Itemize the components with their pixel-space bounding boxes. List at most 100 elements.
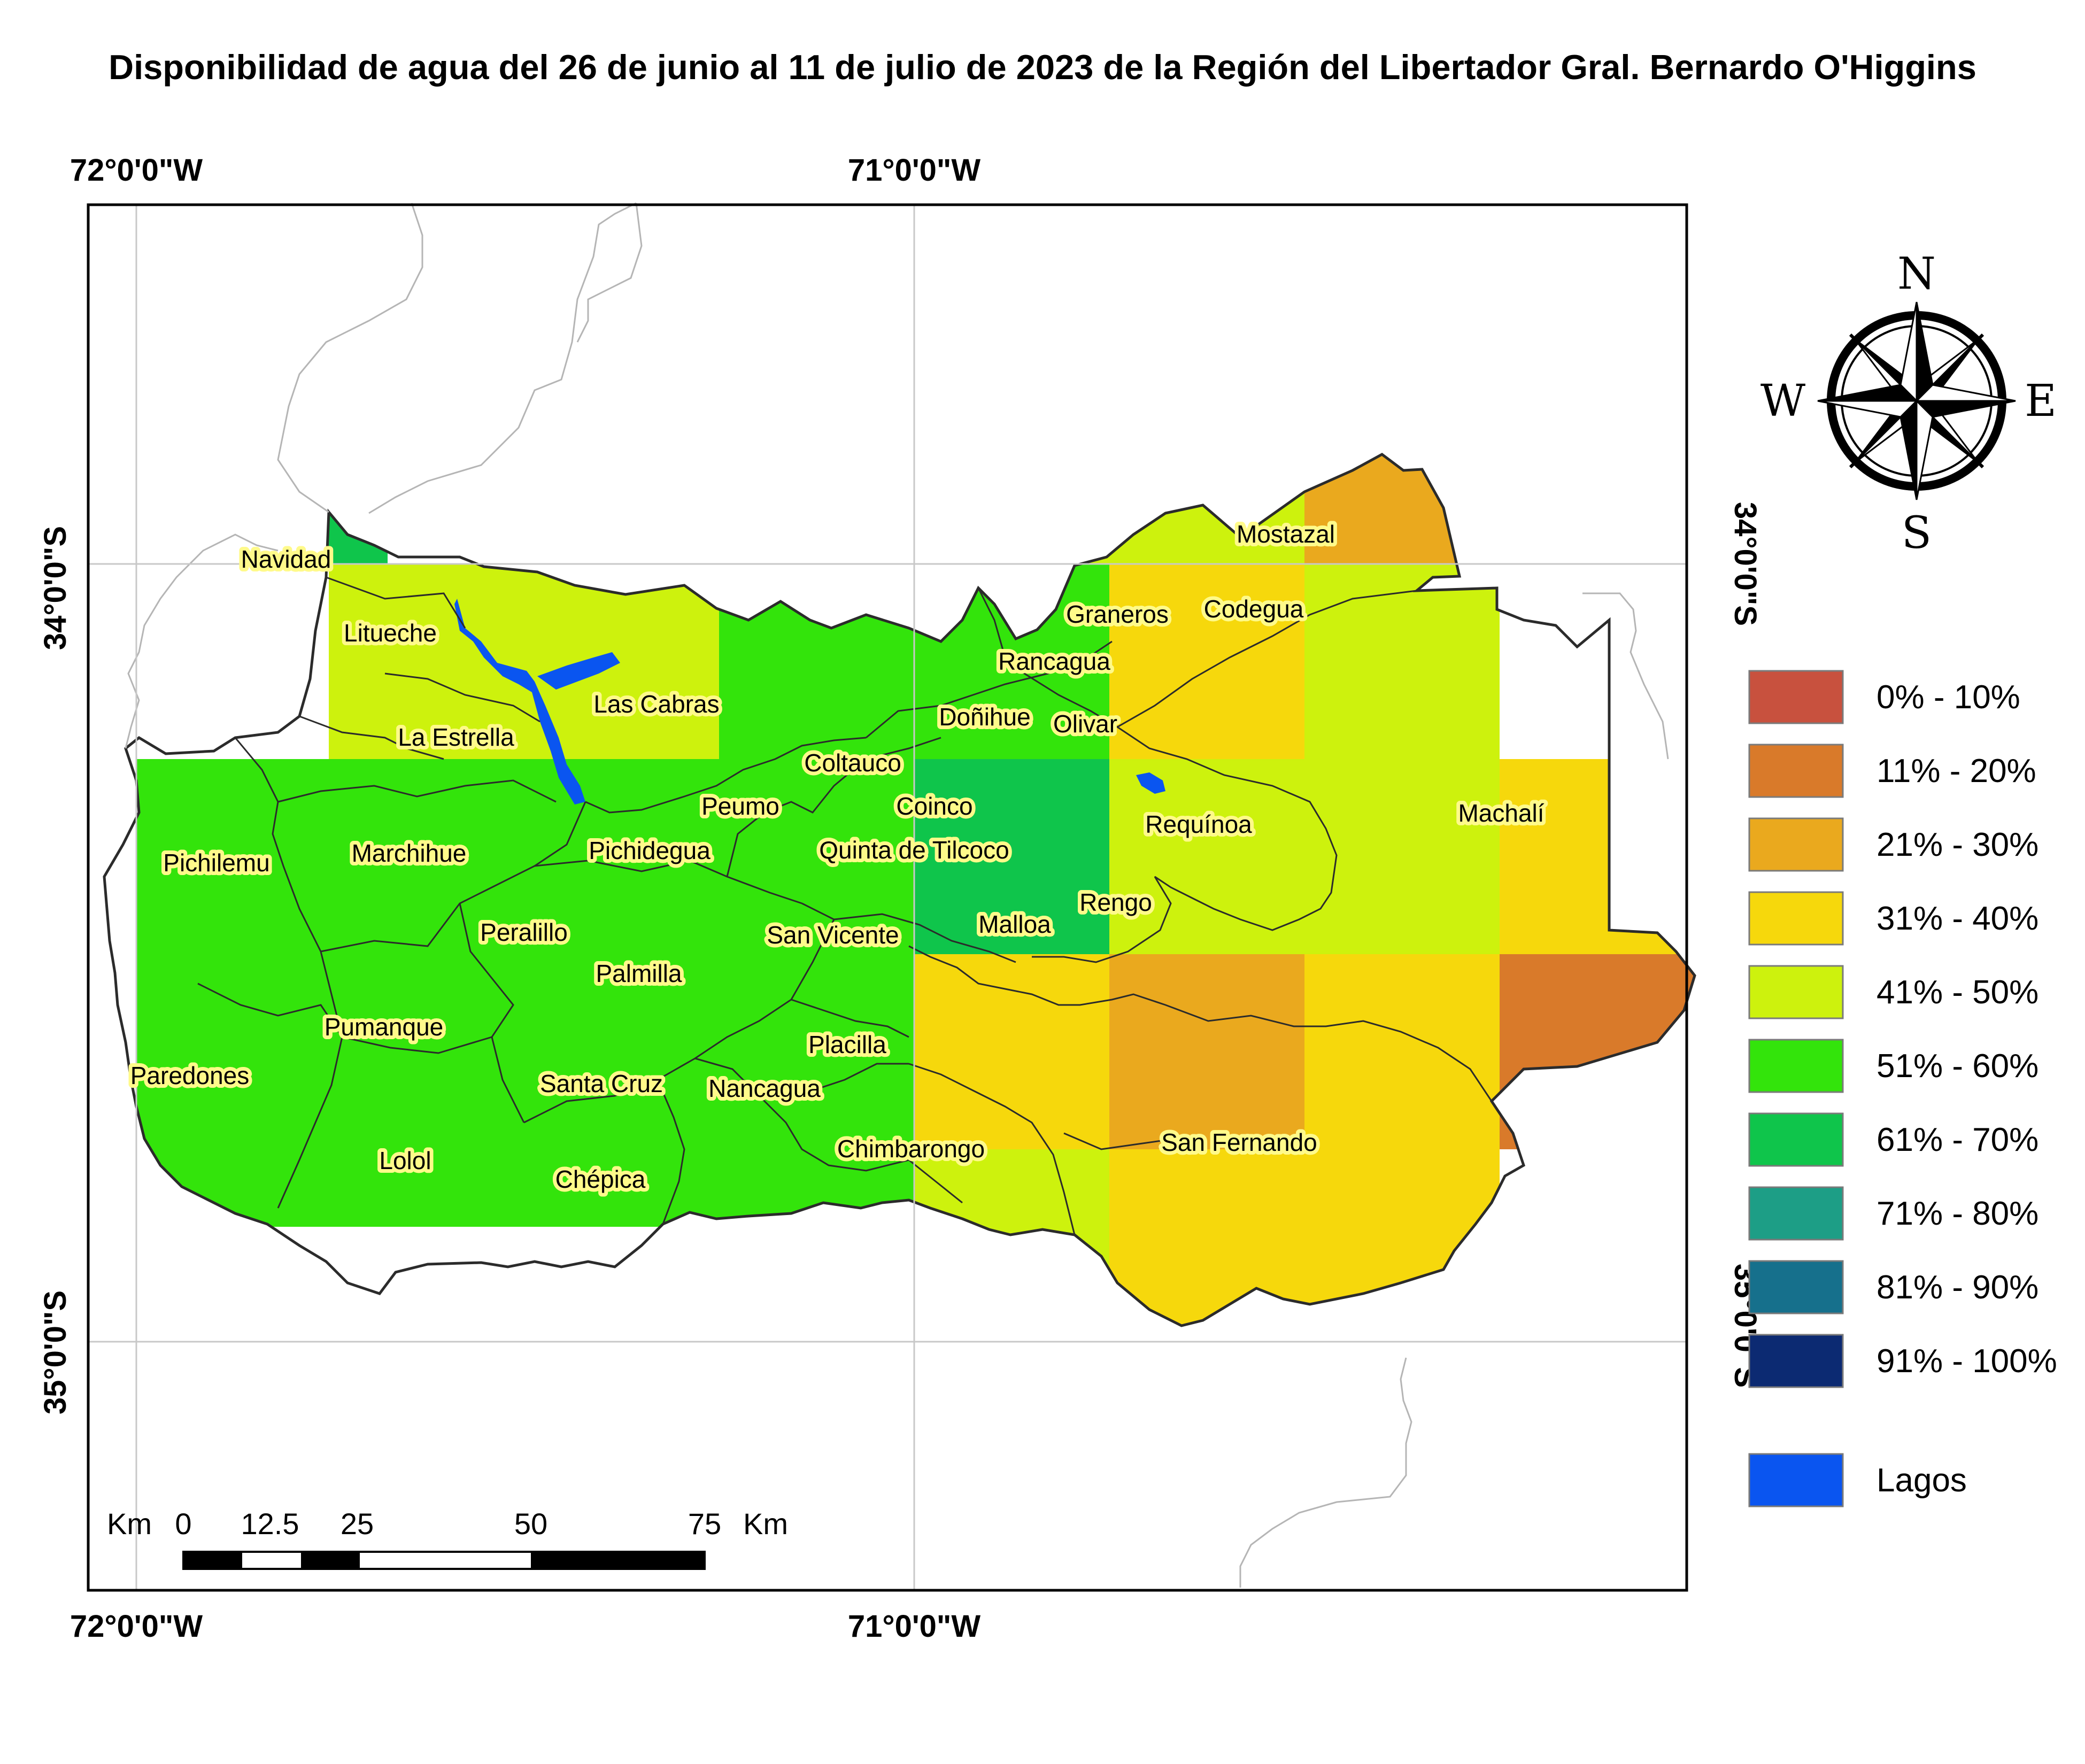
map-title: Disponibilidad de agua del 26 de junio a… — [109, 48, 1976, 87]
lake-rapel — [454, 599, 620, 804]
outside-boundaries — [125, 202, 1669, 1588]
raster-cell-31-40 — [1500, 759, 1695, 954]
raster-cell-31-40 — [1109, 1149, 1500, 1326]
scale-unit-left: Km — [107, 1507, 152, 1541]
town-label: Peralillo — [480, 918, 568, 946]
town-label: Coltauco — [804, 749, 901, 777]
town-label: Marchihue — [352, 839, 467, 867]
town-label: San Vicente — [767, 921, 899, 949]
lon-label-top-72w: 72°0'0"W — [70, 153, 203, 188]
commune-boundaries — [104, 454, 1695, 1326]
lat-label-left-35s: 35°0'0"S — [38, 1290, 73, 1414]
map-frame — [87, 203, 1688, 1592]
scale-tick-12-5: 12.5 — [241, 1507, 299, 1541]
legend-swatch — [1748, 744, 1844, 798]
legend-label: 91% - 100% — [1876, 1343, 2057, 1380]
town-label: Litueche — [344, 619, 437, 647]
town-label: Olivar — [1053, 710, 1117, 738]
lon-label-bottom-71w: 71°0'0"W — [848, 1609, 981, 1644]
legend-label: 71% - 80% — [1876, 1195, 2038, 1232]
raster-cell-31-40 — [914, 954, 1109, 1149]
lon-label-top-71w: 71°0'0"W — [848, 153, 981, 188]
legend-swatch — [1748, 1186, 1844, 1241]
scale-tick-50: 50 — [514, 1507, 547, 1541]
legend-swatch — [1748, 670, 1844, 724]
legend-label-lakes: Lagos — [1876, 1462, 1967, 1499]
legend-swatch — [1748, 1039, 1844, 1093]
town-label: Nancagua — [708, 1074, 821, 1102]
legend-swatch — [1748, 965, 1844, 1019]
lake-small — [1136, 772, 1165, 794]
town-label: Palmilla — [596, 960, 682, 987]
raster-cell-51-60 — [136, 759, 914, 1227]
legend-label: 81% - 90% — [1876, 1269, 2038, 1306]
town-label: Pumanque — [325, 1013, 444, 1041]
compass-s: S — [1902, 508, 1932, 559]
town-label: Paredones — [130, 1062, 250, 1089]
legend-label: 51% - 60% — [1876, 1048, 2038, 1085]
compass-w: W — [1760, 376, 1806, 427]
town-label: Rancagua — [998, 647, 1110, 675]
raster-cell-41-50 — [1109, 759, 1304, 954]
legend-swatch-lakes — [1748, 1453, 1844, 1507]
town-label: Pichilemu — [163, 849, 269, 877]
raster-cell-31-40 — [1109, 564, 1304, 759]
town-label: Lolol — [379, 1147, 431, 1174]
raster-cell-61-70 — [329, 510, 388, 564]
scale-unit-right: Km — [743, 1507, 788, 1541]
town-label: Mostazal — [1237, 520, 1335, 548]
legend-label: 61% - 70% — [1876, 1121, 2038, 1158]
town-label: Coinco — [896, 792, 972, 820]
compass-n: N — [1897, 249, 1936, 299]
lon-label-bottom-72w: 72°0'0"W — [70, 1609, 203, 1644]
graticule-labels: 72°0'0"W 71°0'0"W 72°0'0"W 71°0'0"W 34°0… — [38, 153, 1763, 1644]
scale-tick-0: 0 — [175, 1507, 191, 1541]
town-label: Quinta de Tilcoco — [819, 836, 1009, 864]
scale-bar: Km 0 12.5 25 50 75 Km — [107, 1507, 788, 1570]
town-label: Placilla — [808, 1031, 886, 1058]
legend-label: 31% - 40% — [1876, 900, 2038, 937]
north-arrow: N S E W — [1760, 249, 2057, 559]
scale-tick-75: 75 — [688, 1507, 721, 1541]
legend-swatch — [1748, 1260, 1844, 1314]
legend-swatch — [1748, 1112, 1844, 1167]
town-label: Pichidegua — [589, 837, 711, 864]
town-label: Graneros — [1066, 600, 1169, 628]
compass-star-cardinal — [1817, 301, 2016, 500]
town-label: Peumo — [701, 792, 779, 820]
town-label: Chépica — [555, 1165, 646, 1193]
town-label: La Estrella — [398, 723, 514, 751]
town-label: Navidad — [241, 545, 331, 573]
town-label: Las Cabras — [593, 690, 719, 718]
raster-cell-11-20 — [1500, 954, 1695, 1149]
legend-swatch — [1748, 1334, 1844, 1388]
raster-cell-31-40 — [1304, 954, 1500, 1149]
town-label: Machalí — [1458, 799, 1544, 827]
legend-label: 21% - 30% — [1876, 826, 2038, 863]
town-label: Malloa — [978, 910, 1051, 938]
town-labels: Navidad Litueche Las Cabras La Estrella Pich… — [127, 516, 1548, 1197]
scale-bar-segment — [531, 1552, 705, 1569]
raster-cell-41-50 — [1304, 564, 1500, 954]
scale-bar-segment — [301, 1552, 360, 1569]
raster-cell-41-50 — [329, 564, 719, 759]
town-label: Codegua — [1204, 595, 1304, 623]
lat-label-left-34s: 34°0'0"S — [38, 526, 73, 650]
raster-cell-41-50 — [914, 1149, 1109, 1326]
raster-cell-21-30 — [1109, 954, 1304, 1149]
raster-cell-61-70 — [914, 759, 1109, 954]
scale-bar-segment — [183, 1552, 242, 1569]
raster-layer — [136, 454, 1695, 1326]
lat-label-right-34s: 34°0'0"S — [1728, 502, 1763, 626]
town-label: Requínoa — [1145, 810, 1252, 838]
graticule — [88, 205, 1687, 1590]
town-label: Doñihue — [939, 703, 1030, 731]
scale-tick-25: 25 — [341, 1507, 374, 1541]
compass-e: E — [2025, 376, 2057, 427]
town-label: Rengo — [1079, 888, 1152, 916]
town-label: San Fernando — [1161, 1128, 1317, 1156]
legend-label: 11% - 20% — [1876, 753, 2036, 790]
legend-swatch — [1748, 891, 1844, 946]
town-label: Chimbarongo — [837, 1135, 985, 1163]
